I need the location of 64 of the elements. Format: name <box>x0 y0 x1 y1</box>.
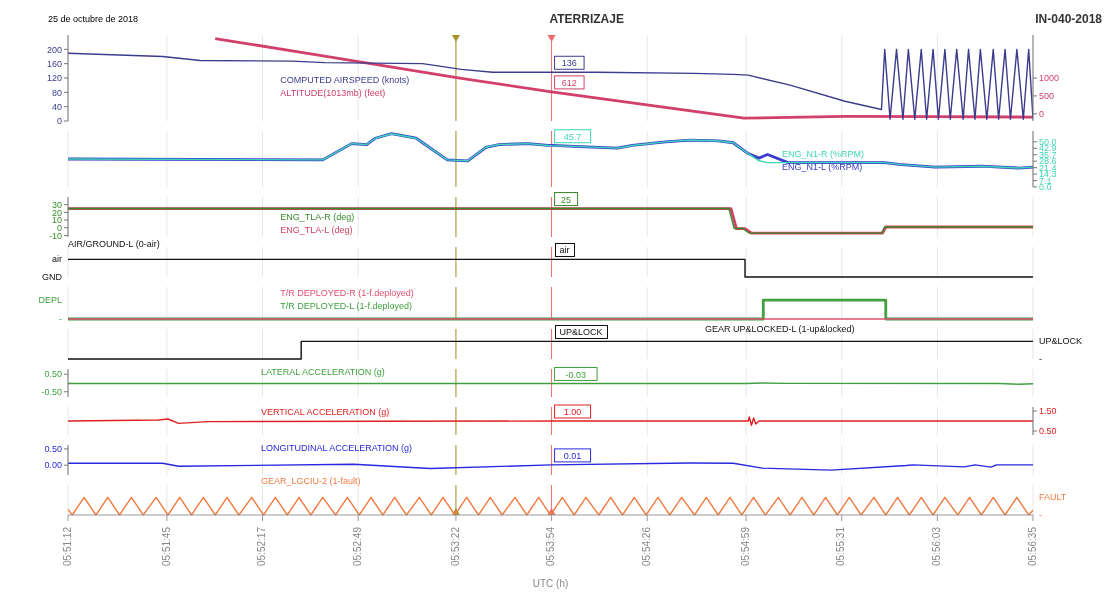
x-tick-label: 05:52:17 <box>256 526 268 566</box>
series-label: COMPUTED AIRSPEED (knots) <box>280 73 410 87</box>
y2-tick-label: 500 <box>1039 91 1055 102</box>
x-tick-label: 05:54:59 <box>739 526 751 566</box>
chart-title: ATERRIZAJE <box>549 12 624 26</box>
y-tick-label: 40 <box>51 101 62 112</box>
series-label: GEAR UP&LOCKED-L (1-up&locked) <box>704 323 855 336</box>
y-tick-label: 0.50 <box>44 369 62 380</box>
series-label: ENG_TLA-L (deg) <box>280 224 354 237</box>
text: UP&LOCK <box>1039 335 1083 348</box>
series-label: GEAR_LGCIU-2 (1-fault) <box>261 474 361 488</box>
y2-tick-label: 0.50 <box>1039 426 1057 437</box>
series-label: LONGITUDINAL ACCELERATION (g) <box>261 442 413 455</box>
data-label: 136 <box>561 58 577 69</box>
text: - <box>1039 509 1042 521</box>
y-tick-label: 160 <box>46 58 62 69</box>
x-axis-title: UTC (h) <box>531 578 570 589</box>
text: 25 de octubre de 2018 <box>48 14 139 24</box>
y-tick-label: 200 <box>46 44 62 55</box>
series-label: ENG_N1-L (%RPM) <box>782 160 864 174</box>
text: - <box>59 313 62 325</box>
data-label: 612 <box>561 77 577 88</box>
y-tick-label: 0.00 <box>44 460 62 471</box>
data-label: 25 <box>561 194 572 205</box>
x-tick-label: 05:56:03 <box>931 526 942 566</box>
y-tick-label: 30 <box>51 199 62 210</box>
y-tick-label: 0 <box>56 116 62 127</box>
y-tick-label: -0.50 <box>41 386 62 397</box>
text: ALTITUDE(1013mb) (feet) <box>280 86 387 100</box>
y2-tick-label: 1.50 <box>1039 406 1057 417</box>
data-label: 0.01 <box>563 450 582 461</box>
y-tick-label: 120 <box>46 73 62 84</box>
y-tick-label: 0.50 <box>44 444 62 455</box>
text: GND <box>42 271 62 283</box>
x-tick-label: 05:51:12 <box>61 526 73 566</box>
x-tick-label: 05:54:26 <box>640 526 652 566</box>
text: UP&LOCK <box>554 325 608 340</box>
x-tick-label: 05:52:49 <box>351 526 363 566</box>
series-label: VERTICAL ACCELERATION (g) <box>261 405 390 419</box>
text: air <box>554 243 575 258</box>
text: DEPL <box>38 294 62 307</box>
series-label: ENG_N1-R (%RPM) <box>782 147 865 161</box>
x-tick-label: 05:51:45 <box>160 526 172 566</box>
series-label: AIR/GROUND-L (0-air) <box>68 238 160 251</box>
y-tick-label: 20 <box>51 207 62 218</box>
x-tick-label: 05:56:35 <box>1026 526 1038 566</box>
text: air <box>51 253 62 266</box>
data-label: 45.7 <box>563 131 582 142</box>
series-label: T/R DEPLOYED-L (1-f.deployed) <box>280 300 413 313</box>
series-label: LATERAL ACCELERATION (g) <box>261 366 385 380</box>
y2-tick-label: 1000 <box>1039 73 1060 84</box>
data-label: -0.03 <box>565 369 587 380</box>
x-tick-label: 05:53:22 <box>449 526 461 566</box>
y-tick-label: 80 <box>51 87 62 98</box>
series-label: ENG_TLA-R (deg) <box>280 211 355 224</box>
y-tick-label: -10 <box>48 230 62 241</box>
x-tick-label: 05:55:31 <box>835 526 847 566</box>
text: - <box>1039 353 1042 365</box>
text: FAULT <box>1039 491 1067 504</box>
text: IN-040-2018 <box>1035 12 1102 26</box>
x-tick-label: 05:53:54 <box>545 526 557 566</box>
data-label: 1.00 <box>563 407 582 417</box>
text: T/R DEPLOYED-R (1-f.deployed) <box>280 287 414 300</box>
y2-tick-label: 0 <box>1039 109 1045 120</box>
